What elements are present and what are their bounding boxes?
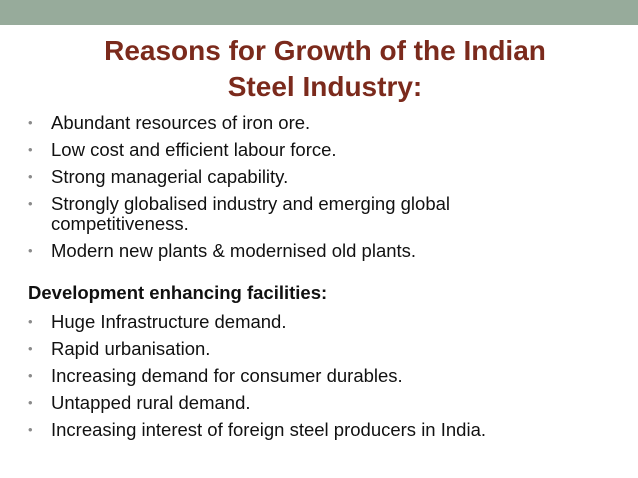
slide-title-line-1: Reasons for Growth of the Indian (104, 35, 546, 66)
list-item: • Huge Infrastructure demand. (28, 312, 628, 332)
list-item-text: Modern new plants & modernised old plant… (51, 240, 417, 261)
slide-body: • Abundant resources of iron ore. • Low … (28, 113, 628, 447)
list-item-text: Untapped rural demand. (51, 392, 251, 413)
list-item-text: Low cost and efficient labour force. (51, 139, 337, 160)
bullet-icon: • (28, 422, 33, 437)
list-item: • Abundant resources of iron ore. (28, 113, 628, 133)
bullet-icon: • (28, 395, 33, 410)
list-item-text: Abundant resources of iron ore. (51, 112, 311, 133)
list-item-text: Huge Infrastructure demand. (51, 311, 287, 332)
bullet-icon: • (28, 142, 33, 157)
list-item: • Increasing interest of foreign steel p… (28, 420, 628, 440)
bullet-icon: • (28, 341, 33, 356)
bullet-icon: • (28, 169, 33, 184)
list-item-text: Increasing interest of foreign steel pro… (51, 419, 486, 440)
list-item: • Modern new plants & modernised old pla… (28, 241, 628, 261)
bullet-icon: • (28, 115, 33, 130)
slide-title-line-2: Steel Industry: (227, 71, 423, 102)
bullet-icon: • (28, 196, 33, 211)
list-item: • Strongly globalised industry and emerg… (28, 194, 628, 234)
list-item: • Untapped rural demand. (28, 393, 628, 413)
list-item: • Rapid urbanisation. (28, 339, 628, 359)
bullet-icon: • (28, 368, 33, 383)
list-item-text: Rapid urbanisation. (51, 338, 211, 359)
list-item-text: Strongly globalised industry and emergin… (51, 193, 451, 234)
list-item: • Strong managerial capability. (28, 167, 628, 187)
list-item: • Low cost and efficient labour force. (28, 140, 628, 160)
list-item-text: Strong managerial capability. (51, 166, 289, 187)
section-heading: Development enhancing facilities: (28, 282, 328, 303)
slide-title: Reasons for Growth of the Indian Steel I… (20, 33, 630, 105)
bullet-icon: • (28, 314, 33, 329)
list-item-text: Increasing demand for consumer durables. (51, 365, 403, 386)
top-decorative-band (0, 0, 638, 25)
list-item: • Increasing demand for consumer durable… (28, 366, 628, 386)
bullet-icon: • (28, 243, 33, 258)
